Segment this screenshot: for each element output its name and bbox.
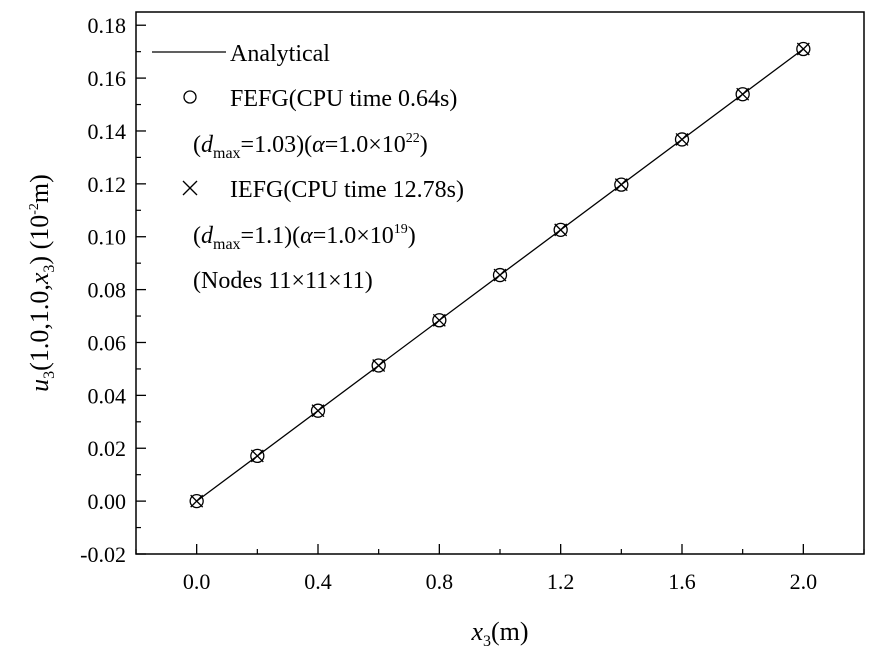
data-point-fefg: [674, 132, 690, 147]
data-point-iefg: [190, 494, 204, 508]
data-point-fefg: [432, 313, 447, 328]
data-point-fefg: [310, 403, 326, 418]
data-point-fefg: [735, 87, 750, 102]
y-tick-label: 0.02: [88, 436, 127, 461]
legend-fefg-label: FEFG(CPU time 0.64s): [230, 86, 457, 112]
x-tick-label: 0.8: [426, 569, 454, 594]
data-point-fefg: [492, 267, 508, 283]
data-point-iefg: [311, 404, 325, 418]
data-point-iefg: [796, 42, 810, 56]
data-point-fefg: [189, 493, 204, 509]
legend-iefg-label: IEFG(CPU time 12.78s): [230, 177, 464, 203]
legend-fefg-marker: [183, 90, 197, 104]
data-point-fefg: [796, 41, 811, 57]
legend-nodes-label: (Nodes 11×11×11): [193, 268, 373, 294]
y-tick-label: 0.00: [88, 489, 127, 514]
y-tick-label: 0.18: [88, 13, 127, 38]
x-tick-label: 1.2: [547, 569, 575, 594]
data-point-iefg: [614, 178, 628, 192]
legend-analytical-label: Analytical: [230, 41, 330, 67]
data-point-fefg: [250, 448, 265, 464]
y-tick-label: 0.12: [88, 172, 127, 197]
legend-iefg-marker: [182, 180, 198, 196]
data-point-iefg: [675, 132, 689, 146]
data-point-iefg: [736, 87, 750, 101]
legend-fefg-params: (dmax=1.03)(α=1.0×1022): [193, 131, 428, 162]
data-point-fefg: [553, 222, 568, 238]
legend-iefg-params: (dmax=1.1)(α=1.0×1019): [193, 222, 416, 253]
y-tick-label: 0.16: [88, 66, 127, 91]
x-tick-label: 1.6: [668, 569, 696, 594]
x-tick-label: 2.0: [790, 569, 818, 594]
series-layer: [189, 41, 811, 509]
data-point-fefg: [371, 358, 386, 373]
x-axis-title: x3(m): [470, 617, 528, 650]
legend: Analytical FEFG(CPU time 0.64s) (dmax=1.…: [152, 41, 464, 294]
y-tick-label: 0.10: [88, 225, 127, 250]
y-tick-label: 0.08: [88, 278, 127, 303]
y-axis-ticks: -0.02 0.00 0.02 0.04 0.06 0.08 0.10 0.12 0.14 0.1…: [80, 13, 146, 567]
data-point-iefg: [432, 313, 446, 327]
y-tick-label: 0.04: [88, 383, 127, 408]
x-tick-label: 0.4: [304, 569, 332, 594]
y-tick-label: 0.14: [88, 119, 127, 144]
data-point-fefg: [614, 177, 629, 192]
data-point-iefg: [493, 268, 507, 282]
y-tick-label: 0.06: [88, 330, 127, 355]
data-point-iefg: [372, 359, 386, 372]
x-tick-label: 0.0: [183, 569, 211, 594]
y-tick-label: -0.02: [80, 542, 126, 567]
y-axis-title: u3(1.0,1.0,x3) (10-2m): [25, 174, 58, 392]
x-axis-ticks: 0.0 0.4 0.8 1.2 1.6 2.0: [135, 544, 865, 594]
data-point-iefg: [554, 223, 568, 237]
data-point-iefg: [250, 449, 264, 463]
